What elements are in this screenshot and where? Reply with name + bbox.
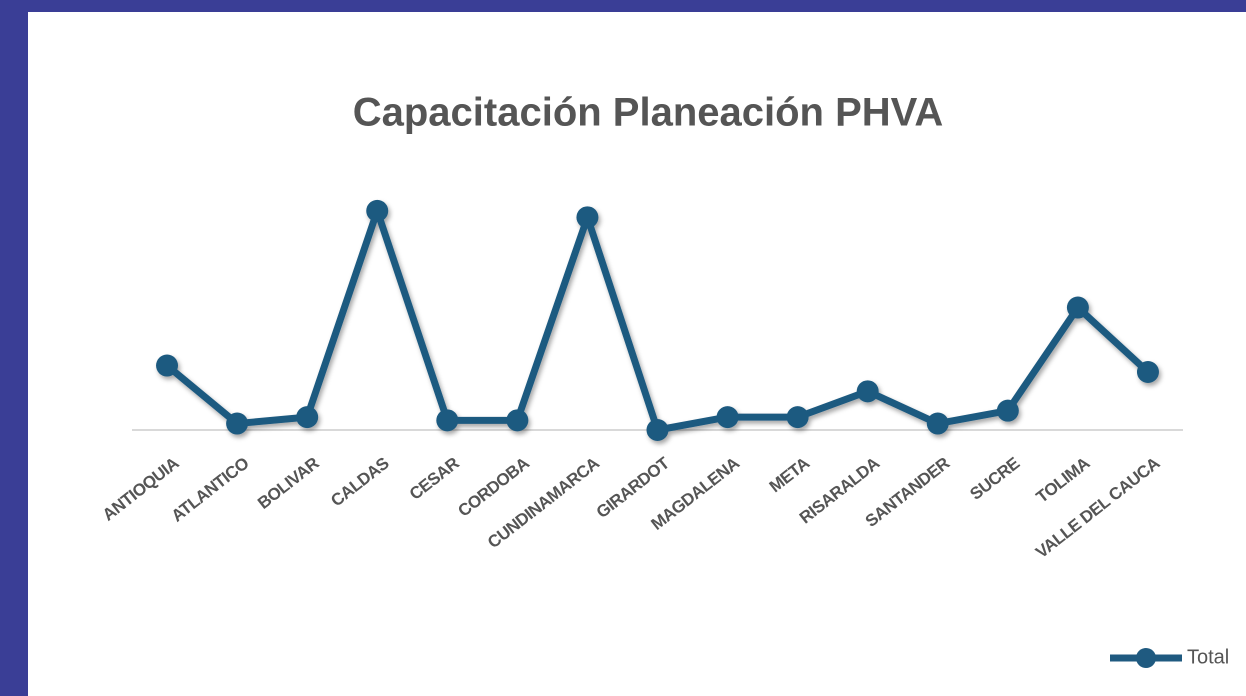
point bbox=[576, 206, 599, 229]
point bbox=[226, 412, 249, 435]
point bbox=[786, 406, 809, 429]
legend-marker bbox=[1136, 648, 1156, 668]
point bbox=[296, 406, 319, 429]
point bbox=[716, 406, 739, 429]
point bbox=[926, 412, 949, 435]
series bbox=[156, 199, 1159, 441]
point bbox=[856, 380, 879, 403]
point bbox=[506, 409, 529, 432]
point bbox=[366, 199, 389, 222]
chart-title: Capacitación Planeación PHVA bbox=[353, 91, 944, 135]
point bbox=[1136, 361, 1159, 383]
point bbox=[156, 354, 179, 377]
point bbox=[1066, 296, 1089, 319]
legend-label: Total bbox=[1187, 646, 1229, 668]
point bbox=[646, 419, 669, 441]
point bbox=[996, 399, 1019, 422]
point bbox=[436, 409, 459, 432]
